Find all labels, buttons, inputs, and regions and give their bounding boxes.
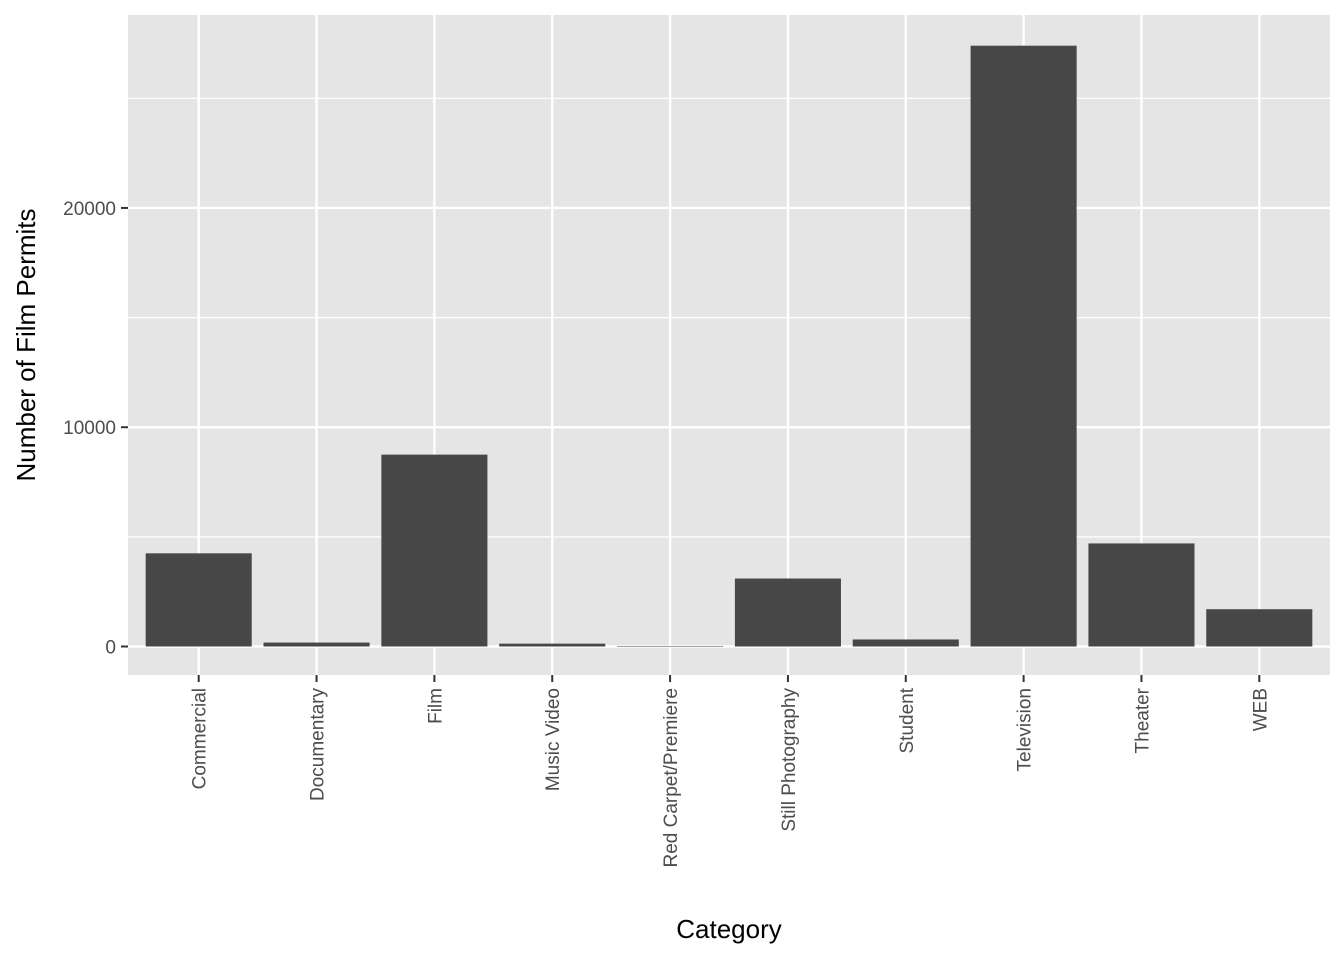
y-tick-label: 20000 — [63, 199, 116, 220]
bar — [970, 45, 1077, 647]
x-tick-label: Film — [425, 688, 446, 724]
x-tick-label: WEB — [1250, 688, 1271, 731]
bar — [263, 642, 370, 647]
y-axis-title: Number of Film Permits — [11, 208, 41, 481]
bar — [1206, 609, 1313, 647]
bar — [145, 553, 252, 647]
bar — [617, 645, 724, 647]
x-tick-label: Documentary — [308, 688, 329, 801]
x-axis: Commercial Documentary Film Music Video Red … — [190, 675, 1271, 868]
x-tick-label: Commercial — [190, 688, 211, 789]
x-axis-title: Category — [676, 914, 782, 944]
x-tick-label: Red Carpet/Premiere — [661, 688, 682, 868]
bar — [381, 454, 488, 647]
bar — [852, 639, 959, 647]
x-tick-label: Television — [1015, 688, 1036, 771]
minor-gridlines — [128, 97, 1330, 538]
x-tick-label: Still Photography — [779, 688, 800, 832]
bar — [1088, 543, 1195, 647]
x-tick-label: Student — [897, 687, 918, 753]
y-tick-label: 10000 — [63, 418, 116, 439]
y-tick-label: 0 — [105, 637, 116, 658]
bar — [499, 643, 606, 647]
x-tick-label: Music Video — [543, 688, 564, 791]
x-tick-label: Theater — [1132, 687, 1153, 753]
y-axis: 0 10000 20000 — [63, 199, 128, 658]
bar — [734, 578, 841, 647]
bars — [145, 45, 1313, 647]
